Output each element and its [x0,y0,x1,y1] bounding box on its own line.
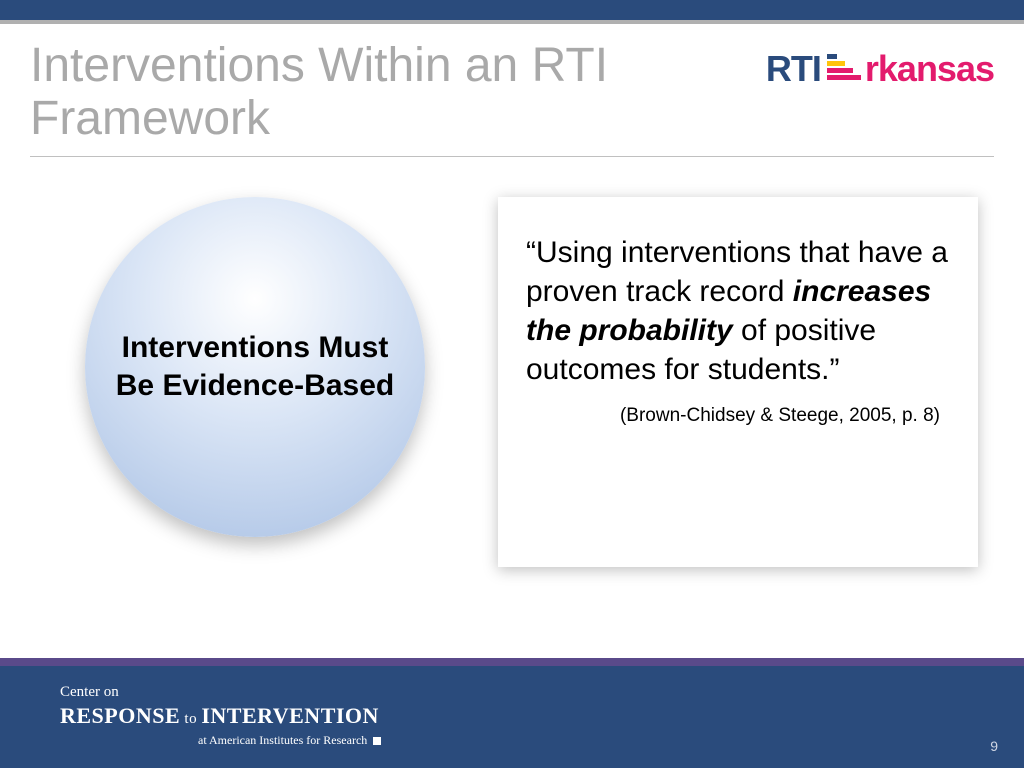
footer-line2: RESPONSE to INTERVENTION [60,703,994,729]
footer-main: Center on RESPONSE to INTERVENTION at Am… [0,666,1024,768]
title-block: Interventions Within an RTI Framework [30,40,650,146]
footer-response: RESPONSE [60,703,180,728]
logo-rti-text: RTI [766,48,821,90]
logo-arkansas-text: rkansas [865,48,994,90]
slide-title: Interventions Within an RTI Framework [30,40,650,146]
rti-arkansas-logo: RTI rkansas [766,48,994,90]
footer-institute: at American Institutes for Research [198,733,367,748]
footer-intervention: INTERVENTION [201,703,379,728]
content-area: Interventions Must Be Evidence-Based “Us… [0,157,1024,637]
logo-stripes-icon [827,54,861,80]
evidence-circle: Interventions Must Be Evidence-Based [85,197,425,537]
footer-square-icon [373,737,381,745]
quote-text: “Using interventions that have a proven … [526,233,950,389]
circle-label: Interventions Must Be Evidence-Based [105,329,405,404]
footer: Center on RESPONSE to INTERVENTION at Am… [0,658,1024,768]
footer-line1: Center on [60,684,994,701]
footer-line3: at American Institutes for Research [60,733,994,748]
footer-logo: Center on RESPONSE to INTERVENTION at Am… [60,684,994,748]
top-bar [0,0,1024,20]
quote-citation: (Brown-Chidsey & Steege, 2005, p. 8) [526,405,950,427]
page-number: 9 [990,738,998,754]
footer-accent-bar [0,658,1024,666]
quote-card: “Using interventions that have a proven … [498,197,978,567]
footer-to: to [180,711,201,727]
header: RTI rkansas Interventions Within an RTI … [0,24,1024,157]
